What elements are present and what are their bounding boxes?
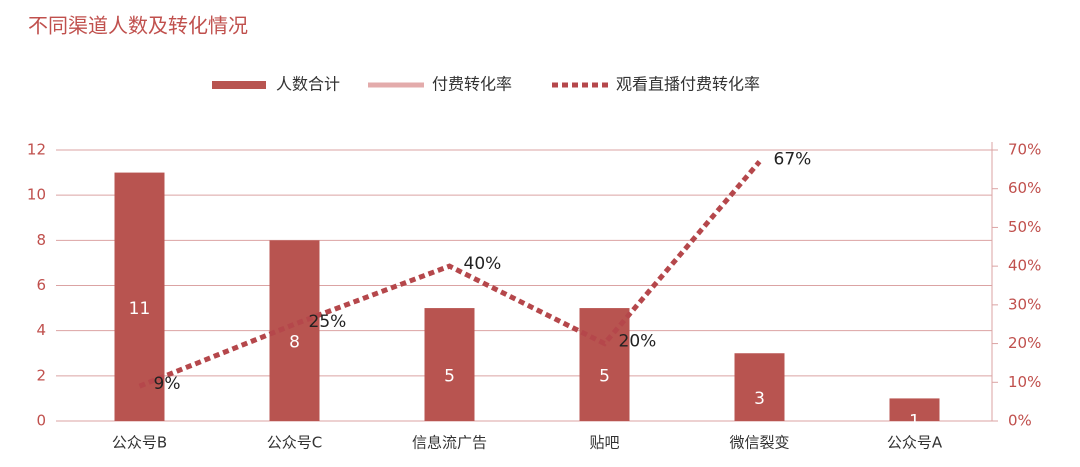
bar-value-label: 5 xyxy=(444,367,455,387)
x-tick-label: 贴吧 xyxy=(589,434,619,452)
x-tick-label: 公众号C xyxy=(267,434,322,452)
line-value-label: 67% xyxy=(774,150,812,170)
bar-value-label: 3 xyxy=(754,389,765,409)
legend-label: 付费转化率 xyxy=(432,75,512,94)
y2-tick-label: 60% xyxy=(1008,179,1041,197)
y2-tick-label: 70% xyxy=(1008,141,1041,159)
y-tick-label: 10 xyxy=(27,186,46,204)
y2-tick-label: 50% xyxy=(1008,218,1041,236)
y-tick-label: 4 xyxy=(36,321,46,339)
x-tick-label: 公众号B xyxy=(112,434,167,452)
bar xyxy=(269,240,320,421)
y2-tick-label: 40% xyxy=(1008,257,1041,275)
legend-label: 人数合计 xyxy=(276,75,340,94)
y2-tick-label: 0% xyxy=(1008,412,1032,430)
y-tick-label: 12 xyxy=(27,141,46,159)
legend-label: 观看直播付费转化率 xyxy=(616,75,760,94)
bar xyxy=(114,172,165,421)
line-value-label: 25% xyxy=(309,312,347,332)
y-tick-label: 2 xyxy=(36,366,46,384)
bar xyxy=(889,398,940,421)
y2-tick-label: 20% xyxy=(1008,334,1041,352)
bar xyxy=(424,308,475,421)
x-tick-label: 信息流广告 xyxy=(412,434,487,452)
bar-value-label: 8 xyxy=(289,333,300,353)
bar-value-label: 5 xyxy=(599,367,610,387)
y-tick-label: 6 xyxy=(36,276,46,294)
line xyxy=(138,159,762,389)
x-tick-label: 微信裂变 xyxy=(729,434,789,452)
bar-value-label: 11 xyxy=(129,299,151,319)
line-value-label: 9% xyxy=(154,374,181,394)
line-value-label: 20% xyxy=(619,332,657,352)
y-tick-label: 8 xyxy=(36,231,46,249)
line-value-label: 40% xyxy=(464,254,502,274)
legend-swatch xyxy=(212,81,266,89)
y2-tick-label: 10% xyxy=(1008,373,1041,391)
y2-tick-label: 30% xyxy=(1008,295,1041,313)
y-tick-label: 0 xyxy=(36,412,46,430)
chart-title: 不同渠道人数及转化情况 xyxy=(28,14,248,38)
bar xyxy=(579,308,630,421)
x-tick-label: 公众号A xyxy=(887,434,943,452)
bar-value-label: 1 xyxy=(909,412,920,432)
bar xyxy=(734,353,785,421)
